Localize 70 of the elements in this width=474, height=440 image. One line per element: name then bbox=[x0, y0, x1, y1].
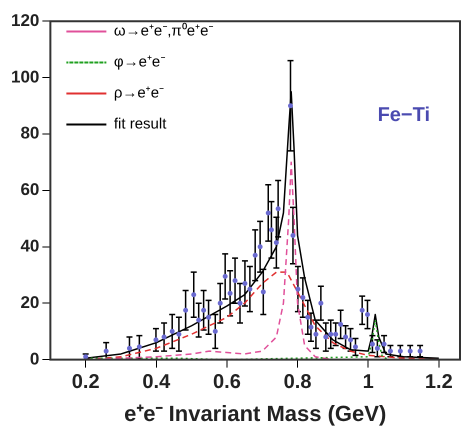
x-tick-label: 0.2 bbox=[72, 371, 100, 394]
point bbox=[408, 348, 413, 354]
point bbox=[266, 210, 271, 216]
point bbox=[222, 274, 228, 279]
y-tick-label: 20 bbox=[20, 292, 40, 312]
point bbox=[364, 312, 370, 317]
point bbox=[300, 295, 306, 300]
legend-label: ρ→e⁺e⁻ bbox=[114, 84, 164, 102]
point bbox=[323, 334, 328, 340]
point bbox=[370, 342, 375, 347]
point bbox=[288, 103, 293, 108]
annotation: Fe−Ti bbox=[378, 104, 430, 126]
point bbox=[348, 337, 354, 342]
point bbox=[333, 332, 338, 337]
point bbox=[260, 289, 266, 294]
point bbox=[258, 244, 263, 250]
y-tick-label: 40 bbox=[20, 236, 40, 256]
x-tick-label: 0.6 bbox=[213, 371, 241, 394]
y-tick-label: 120 bbox=[10, 10, 40, 30]
x-axis-title: e⁺e⁻ Invariant Mass (GeV) bbox=[124, 400, 386, 426]
point bbox=[242, 280, 248, 286]
point bbox=[360, 308, 365, 313]
point bbox=[418, 348, 423, 354]
point bbox=[136, 344, 142, 350]
point bbox=[247, 286, 252, 292]
point bbox=[290, 233, 296, 238]
point bbox=[170, 328, 175, 334]
y-tick-label: 60 bbox=[20, 180, 40, 200]
point bbox=[274, 240, 279, 246]
point bbox=[343, 334, 348, 340]
point bbox=[206, 314, 212, 320]
legend-label: ω→e⁺e⁻,π⁰e⁺e⁻ bbox=[114, 22, 214, 40]
point bbox=[398, 348, 403, 354]
point bbox=[305, 314, 310, 320]
point bbox=[308, 324, 314, 330]
point bbox=[276, 206, 281, 212]
point bbox=[218, 300, 223, 306]
x-tick-label: 0.8 bbox=[284, 371, 312, 394]
legend-label: fit result bbox=[114, 116, 168, 133]
point bbox=[295, 286, 300, 292]
point bbox=[176, 332, 182, 337]
point bbox=[196, 318, 202, 323]
point bbox=[318, 300, 324, 306]
y-tick-label: 80 bbox=[20, 124, 40, 143]
x-tick-label: 0.4 bbox=[142, 371, 172, 394]
point bbox=[104, 348, 109, 354]
legend-label: φ→e⁺e⁻ bbox=[114, 54, 166, 71]
point bbox=[191, 292, 196, 298]
point bbox=[232, 278, 238, 284]
point bbox=[183, 308, 188, 313]
point bbox=[126, 346, 132, 351]
point bbox=[228, 290, 233, 296]
point bbox=[352, 344, 358, 350]
x-tick-label: 1 bbox=[362, 371, 374, 394]
point bbox=[388, 348, 393, 354]
point bbox=[237, 300, 242, 306]
y-tick-label: 100 bbox=[10, 67, 40, 86]
y-tick-label: 0 bbox=[30, 349, 40, 368]
point bbox=[162, 334, 167, 340]
point bbox=[313, 332, 318, 337]
point bbox=[338, 322, 344, 327]
point bbox=[374, 346, 380, 351]
point bbox=[153, 337, 158, 342]
x-tick-label: 1.2 bbox=[424, 371, 453, 394]
point bbox=[268, 227, 274, 232]
point bbox=[201, 308, 206, 313]
point bbox=[212, 328, 218, 334]
point bbox=[252, 252, 258, 258]
point bbox=[382, 342, 387, 347]
point bbox=[328, 332, 334, 337]
